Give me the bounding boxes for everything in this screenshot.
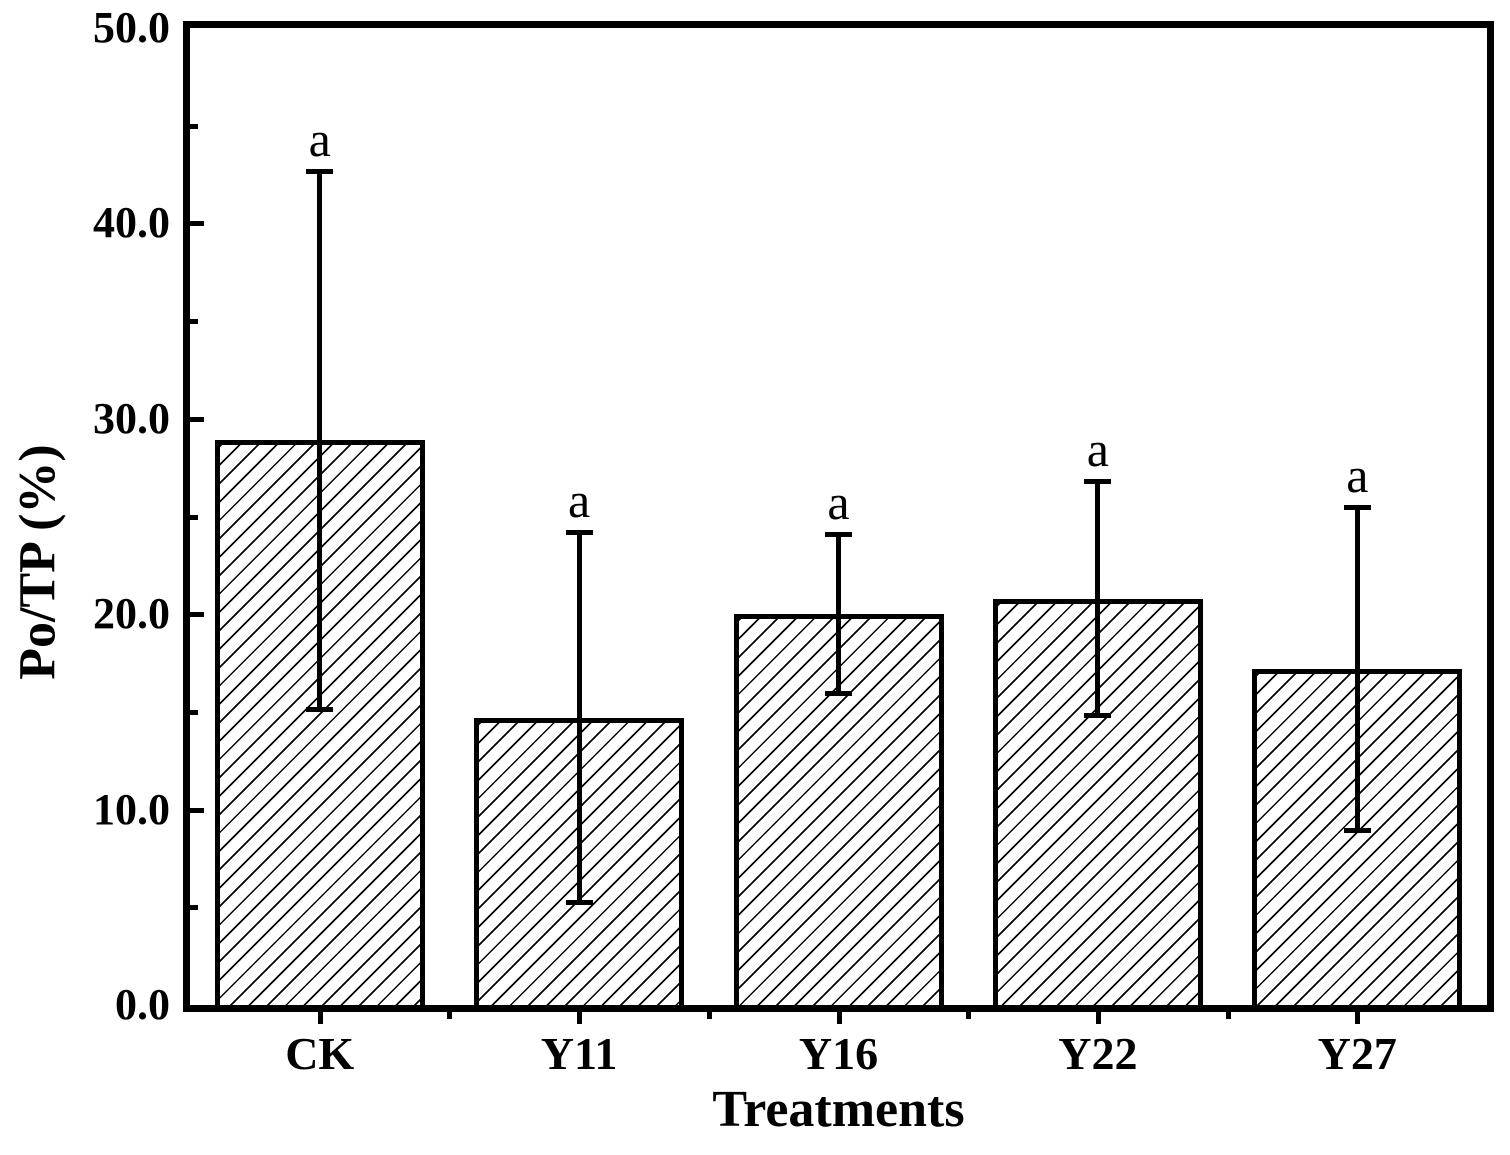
x-axis-tick-label-y11: Y11 bbox=[540, 1028, 618, 1079]
y-axis-tick-label: 40.0 bbox=[93, 198, 170, 248]
error-bar-line bbox=[576, 532, 582, 904]
x-axis-title: Treatments bbox=[712, 1081, 965, 1138]
error-bar-top-cap bbox=[306, 168, 334, 174]
error-bar-top-cap bbox=[1084, 479, 1112, 485]
y-axis-minor-tick bbox=[190, 905, 198, 911]
error-bar-bottom-cap bbox=[825, 691, 852, 697]
y-axis-minor-tick bbox=[190, 123, 198, 129]
error-bar-top-cap bbox=[565, 530, 593, 536]
error-bar-line bbox=[317, 170, 323, 710]
x-axis-minor-tick bbox=[447, 1012, 453, 1019]
error-bar-line bbox=[1095, 481, 1101, 716]
significance-label: a bbox=[567, 472, 591, 529]
error-bar-line bbox=[1354, 506, 1360, 832]
y-axis-tick-label: 30.0 bbox=[93, 393, 170, 443]
x-axis-minor-tick bbox=[966, 1012, 972, 1019]
x-axis-major-tick bbox=[836, 1012, 842, 1024]
error-bar-bottom-cap bbox=[306, 706, 334, 712]
x-axis-major-tick bbox=[577, 1012, 583, 1024]
y-axis-title: Po/TP (%) bbox=[9, 444, 67, 680]
x-axis-major-tick bbox=[1355, 1012, 1361, 1024]
plot-area-frame bbox=[183, 21, 1494, 1012]
x-axis-tick-label-y16: Y16 bbox=[798, 1028, 879, 1079]
y-axis-tick-label: 0.0 bbox=[115, 980, 170, 1029]
error-bar-bottom-cap bbox=[1343, 828, 1371, 834]
y-axis-major-tick bbox=[190, 221, 204, 227]
y-axis-minor-tick bbox=[190, 319, 198, 325]
x-axis-minor-tick bbox=[1225, 1012, 1231, 1019]
y-axis-minor-tick bbox=[190, 514, 198, 520]
x-axis-tick-label-y22: Y22 bbox=[1058, 1028, 1138, 1079]
y-axis-minor-tick bbox=[190, 709, 198, 715]
error-bar-bottom-cap bbox=[1084, 712, 1112, 718]
x-axis-minor-tick bbox=[706, 1012, 712, 1019]
y-axis-major-tick bbox=[190, 612, 204, 618]
error-bar-bottom-cap bbox=[565, 900, 593, 906]
significance-label: a bbox=[1346, 446, 1369, 503]
significance-label: a bbox=[827, 474, 850, 531]
error-bar-line bbox=[836, 534, 841, 695]
y-axis-tick-label: 50.0 bbox=[93, 3, 170, 52]
x-axis-major-tick bbox=[317, 1012, 323, 1024]
error-bar-top-cap bbox=[1343, 504, 1371, 510]
error-bar-top-cap bbox=[825, 532, 852, 538]
y-axis-tick-label: 10.0 bbox=[93, 784, 170, 834]
significance-label: a bbox=[1086, 421, 1109, 478]
x-axis-tick-label-ck: CK bbox=[285, 1028, 355, 1079]
y-axis-major-tick bbox=[190, 416, 204, 422]
significance-label: a bbox=[308, 110, 331, 167]
y-axis-tick-label: 20.0 bbox=[93, 589, 170, 639]
x-axis-tick-label-y27: Y27 bbox=[1317, 1028, 1397, 1079]
x-axis-major-tick bbox=[1095, 1012, 1101, 1024]
y-axis-major-tick bbox=[190, 807, 204, 813]
